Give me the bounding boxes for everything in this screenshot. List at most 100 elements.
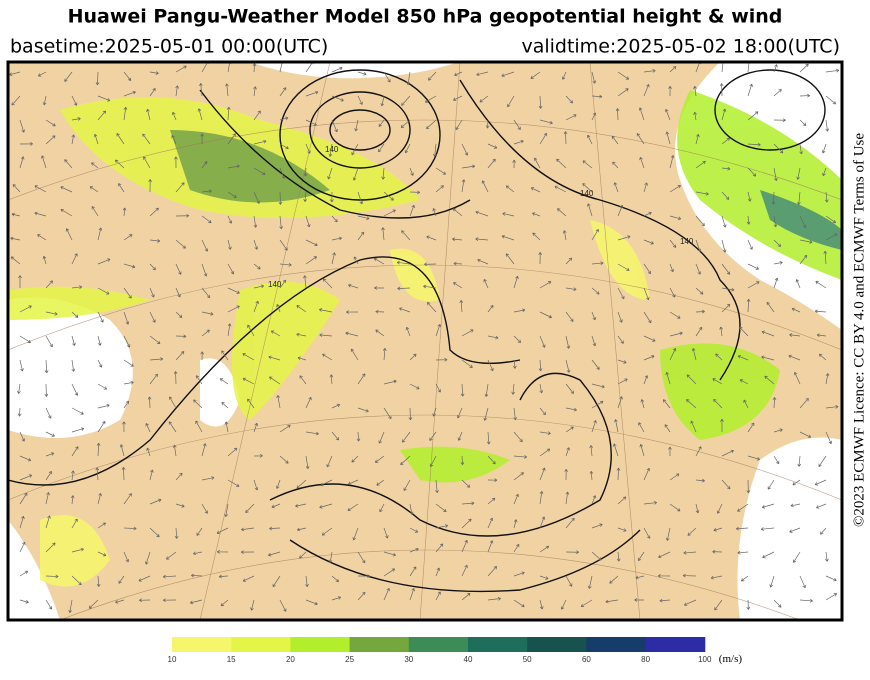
arrow <box>799 143 803 155</box>
arrow <box>714 599 723 611</box>
arrow <box>279 455 289 464</box>
arrow <box>172 111 177 121</box>
arrow <box>193 551 203 556</box>
arrow <box>175 334 187 339</box>
arrow <box>347 479 359 486</box>
arrow <box>383 407 392 420</box>
arrow <box>225 83 229 97</box>
arrow <box>123 263 136 269</box>
arrow <box>513 472 524 481</box>
arrow <box>146 108 151 121</box>
arrow <box>71 117 81 121</box>
arrow <box>191 573 203 578</box>
arrow <box>814 309 827 314</box>
arrow <box>375 309 385 314</box>
arrow <box>201 443 207 457</box>
arrow <box>695 215 705 227</box>
arrow <box>356 431 361 442</box>
arrow <box>461 564 468 577</box>
arrow <box>409 353 417 361</box>
arrow <box>605 599 619 604</box>
arrow <box>252 63 257 73</box>
arrow <box>766 301 775 313</box>
arrow <box>218 574 229 579</box>
arrow <box>253 191 260 204</box>
arrow <box>70 495 75 505</box>
arrow <box>327 167 333 180</box>
arrow <box>713 398 723 409</box>
arrow <box>773 118 786 123</box>
arrow <box>669 331 683 337</box>
arrow <box>145 423 151 433</box>
arrow <box>485 119 490 129</box>
arrow <box>739 326 749 337</box>
arrow <box>721 137 731 145</box>
arrow <box>409 588 415 601</box>
arrow <box>305 599 318 606</box>
arrow <box>97 493 102 505</box>
arrow <box>331 66 343 73</box>
arrow <box>319 503 333 509</box>
arrow <box>351 143 359 156</box>
arrow <box>432 407 437 417</box>
arrow <box>19 142 33 146</box>
arrow <box>461 479 471 488</box>
arrow <box>772 397 777 409</box>
arrow <box>461 539 468 553</box>
arrow <box>97 227 103 241</box>
arrow <box>97 110 107 121</box>
arrow <box>435 479 439 494</box>
arrow <box>762 551 775 559</box>
arrow <box>761 355 775 361</box>
arrow <box>487 540 494 553</box>
arrow <box>303 191 308 202</box>
arrow <box>253 479 259 491</box>
arrow <box>767 479 775 490</box>
arrow <box>149 373 158 385</box>
arrow <box>10 236 21 241</box>
arrow <box>818 353 827 361</box>
colorbar-label: 50 <box>523 655 532 664</box>
arrow <box>123 526 137 531</box>
arrow <box>201 239 209 252</box>
arrow <box>773 261 783 265</box>
arrow <box>825 593 838 601</box>
arrow <box>329 374 334 385</box>
arrow <box>617 527 627 532</box>
arrow <box>373 257 385 265</box>
arrow <box>539 383 544 394</box>
arrow <box>352 167 359 181</box>
arrow <box>539 575 549 580</box>
arrow <box>773 215 778 228</box>
arrow <box>123 493 132 505</box>
arrow <box>321 527 333 536</box>
arrow <box>201 263 208 277</box>
arrow <box>737 355 749 361</box>
arrow <box>296 479 307 489</box>
arrow <box>97 551 107 557</box>
arrow <box>617 496 627 505</box>
arrow <box>591 420 597 433</box>
arrow <box>253 215 258 228</box>
arrow <box>617 71 630 80</box>
arrow <box>89 186 99 193</box>
arrow <box>825 575 837 582</box>
arrow <box>686 374 697 385</box>
arrow <box>669 239 677 248</box>
arrow <box>296 305 307 313</box>
arrow <box>119 444 125 457</box>
arrow <box>799 598 813 603</box>
arrow <box>279 87 287 97</box>
arrow <box>346 310 359 314</box>
arrow <box>122 421 126 433</box>
arrow <box>820 527 827 535</box>
arrow <box>643 182 648 193</box>
arrow <box>483 407 489 421</box>
arrow <box>538 95 543 109</box>
arrow <box>665 131 671 145</box>
arrow <box>303 275 307 289</box>
arrow <box>814 479 827 486</box>
arrow <box>95 71 100 86</box>
arrow <box>461 501 475 506</box>
arrow <box>97 359 103 368</box>
